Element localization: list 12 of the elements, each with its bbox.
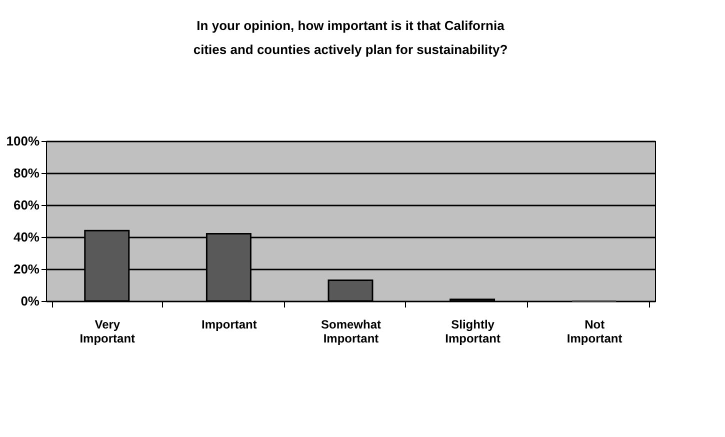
y-tick-label: 0%: [20, 294, 40, 308]
y-tick-label: 40%: [13, 230, 40, 244]
chart-title: In your opinion, how important is it that California cities and counties actively plan for sustainability?: [193, 18, 508, 57]
y-tick-label: 60%: [13, 198, 40, 212]
x-tick-label: Important: [202, 318, 257, 332]
x-tick-label: Not Important: [566, 318, 622, 346]
y-tick-label: 100%: [6, 134, 40, 148]
x-tick-label: Slightly Important: [445, 318, 500, 346]
y-tick-label: 80%: [13, 166, 40, 180]
x-tick-label: Very Important: [80, 318, 136, 346]
x-tick-label: Somewhat Important: [320, 318, 382, 346]
y-tick-label: 20%: [13, 262, 40, 276]
